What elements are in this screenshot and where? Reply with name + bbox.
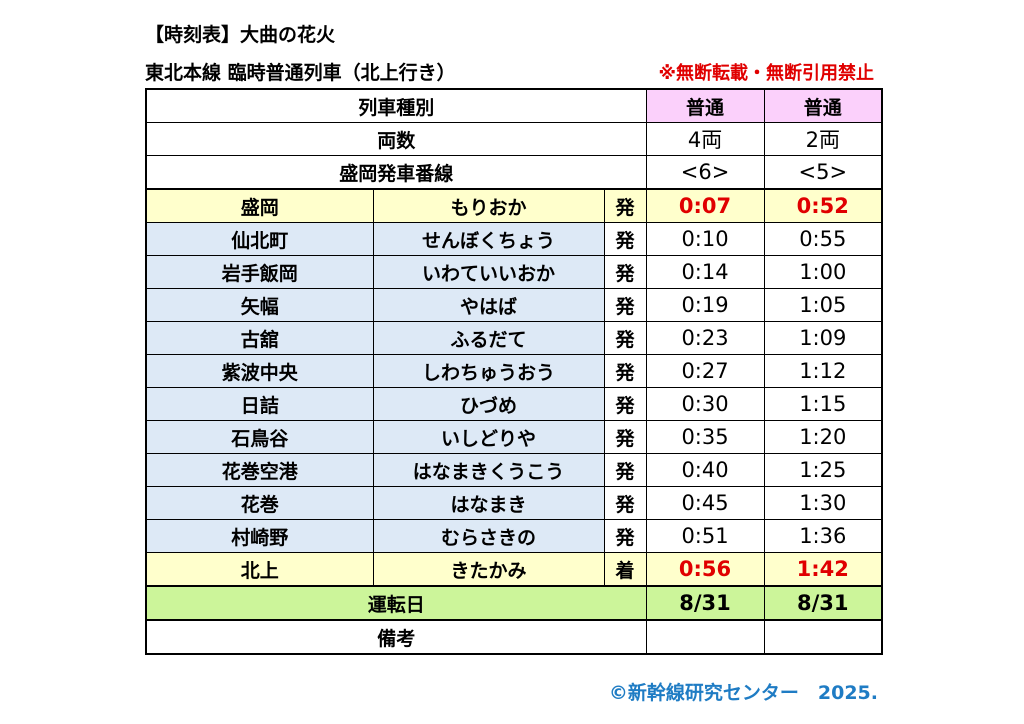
station-name: 古舘 (145, 321, 374, 355)
remarks-label: 備考 (145, 619, 647, 655)
station-name: 盛岡 (145, 188, 374, 223)
arrival-departure-mark: 発 (603, 486, 647, 520)
station-kana: ふるだて (372, 321, 605, 355)
train-type-cell: 普通 (645, 88, 765, 123)
station-kana: はなまき (372, 486, 605, 520)
remarks-cell (763, 619, 883, 655)
station-kana: はなまきくうこう (372, 453, 605, 487)
station-kana: やはば (372, 288, 605, 322)
operation-day-cell: 8/31 (645, 585, 765, 621)
arrival-departure-mark: 発 (603, 255, 647, 289)
arrival-departure-mark: 発 (603, 453, 647, 487)
cars-cell: 2両 (763, 122, 883, 156)
station-name: 矢幅 (145, 288, 374, 322)
time-cell: 0:23 (645, 321, 765, 355)
time-cell: 0:19 (645, 288, 765, 322)
remarks-row: 備考 (145, 619, 883, 655)
footer-copyright: ©新幹線研究センター 2025. (608, 682, 878, 704)
time-cell: 1:42 (763, 552, 883, 587)
station-name: 岩手飯岡 (145, 255, 374, 289)
station-kana: もりおか (372, 188, 605, 223)
station-row: 紫波中央 しわちゅうおう発 0:27 1:12 (145, 354, 883, 388)
train-type-label: 列車種別 (145, 88, 647, 123)
station-name: 石鳥谷 (145, 420, 374, 454)
station-row: 石鳥谷 いしどりや発 0:35 1:20 (145, 420, 883, 454)
station-row: 盛岡 もりおか発 0:07 0:52 (145, 188, 883, 223)
arrival-departure-mark: 発 (603, 387, 647, 421)
station-row: 仙北町 せんぼくちょう発 0:10 0:55 (145, 222, 883, 256)
time-cell: 0:35 (645, 420, 765, 454)
time-cell: 0:55 (763, 222, 883, 256)
station-row: 花巻空港 はなまきくうこう発 0:40 1:25 (145, 453, 883, 487)
time-cell: 0:30 (645, 387, 765, 421)
time-cell: 0:27 (645, 354, 765, 388)
arrival-departure-mark: 発 (603, 188, 647, 223)
time-cell: 1:12 (763, 354, 883, 388)
time-cell: 0:56 (645, 552, 765, 587)
cars-row: 両数 4両 2両 (145, 122, 883, 156)
time-cell: 1:20 (763, 420, 883, 454)
platform-row: 盛岡発車番線 <6> <5> (145, 155, 883, 190)
time-cell: 1:30 (763, 486, 883, 520)
station-kana: ひづめ (372, 387, 605, 421)
page-title: 【時刻表】大曲の花火 (145, 24, 336, 46)
arrival-departure-mark: 発 (603, 222, 647, 256)
station-kana: しわちゅうおう (372, 354, 605, 388)
time-cell: 0:51 (645, 519, 765, 553)
operation-day-cell: 8/31 (763, 585, 883, 621)
station-row: 矢幅 やはば発 0:19 1:05 (145, 288, 883, 322)
platform-cell: <5> (763, 155, 883, 190)
time-cell: 0:45 (645, 486, 765, 520)
time-cell: 1:09 (763, 321, 883, 355)
station-kana: いわていいおか (372, 255, 605, 289)
time-cell: 0:14 (645, 255, 765, 289)
station-kana: せんぼくちょう (372, 222, 605, 256)
operation-day-row: 運転日 8/31 8/31 (145, 585, 883, 621)
time-cell: 1:00 (763, 255, 883, 289)
time-cell: 1:05 (763, 288, 883, 322)
time-cell: 0:52 (763, 188, 883, 223)
arrival-departure-mark: 着 (603, 552, 647, 587)
time-cell: 0:10 (645, 222, 765, 256)
station-row: 古舘 ふるだて発 0:23 1:09 (145, 321, 883, 355)
time-cell: 1:36 (763, 519, 883, 553)
station-name: 村崎野 (145, 519, 374, 553)
arrival-departure-mark: 発 (603, 288, 647, 322)
arrival-departure-mark: 発 (603, 519, 647, 553)
station-row: 北上 きたかみ着 0:56 1:42 (145, 552, 883, 587)
station-name: 花巻空港 (145, 453, 374, 487)
page-subtitle: 東北本線 臨時普通列車（北上行き） (145, 62, 456, 84)
platform-cell: <6> (645, 155, 765, 190)
time-cell: 0:07 (645, 188, 765, 223)
timetable: 列車種別 普通 普通 両数 4両 2両 盛岡発車番線 <6> <5> 盛岡 もりお… (145, 88, 884, 655)
cars-cell: 4両 (645, 122, 765, 156)
station-name: 紫波中央 (145, 354, 374, 388)
station-name: 仙北町 (145, 222, 374, 256)
remarks-cell (645, 619, 765, 655)
operation-day-label: 運転日 (145, 585, 647, 621)
cars-label: 両数 (145, 122, 647, 156)
time-cell: 0:40 (645, 453, 765, 487)
arrival-departure-mark: 発 (603, 354, 647, 388)
time-cell: 1:25 (763, 453, 883, 487)
train-type-row: 列車種別 普通 普通 (145, 88, 883, 123)
station-row: 村崎野 むらさきの発 0:51 1:36 (145, 519, 883, 553)
station-kana: いしどりや (372, 420, 605, 454)
station-row: 日詰 ひづめ発 0:30 1:15 (145, 387, 883, 421)
time-cell: 1:15 (763, 387, 883, 421)
station-row: 岩手飯岡 いわていいおか発 0:14 1:00 (145, 255, 883, 289)
station-row: 花巻 はなまき発 0:45 1:30 (145, 486, 883, 520)
station-name: 日詰 (145, 387, 374, 421)
station-name: 北上 (145, 552, 374, 587)
train-type-cell: 普通 (763, 88, 883, 123)
copyright-notice: ※無断転載・無断引用禁止 (658, 63, 875, 84)
platform-label: 盛岡発車番線 (145, 155, 647, 190)
station-name: 花巻 (145, 486, 374, 520)
arrival-departure-mark: 発 (603, 321, 647, 355)
station-kana: むらさきの (372, 519, 605, 553)
station-kana: きたかみ (372, 552, 605, 587)
arrival-departure-mark: 発 (603, 420, 647, 454)
